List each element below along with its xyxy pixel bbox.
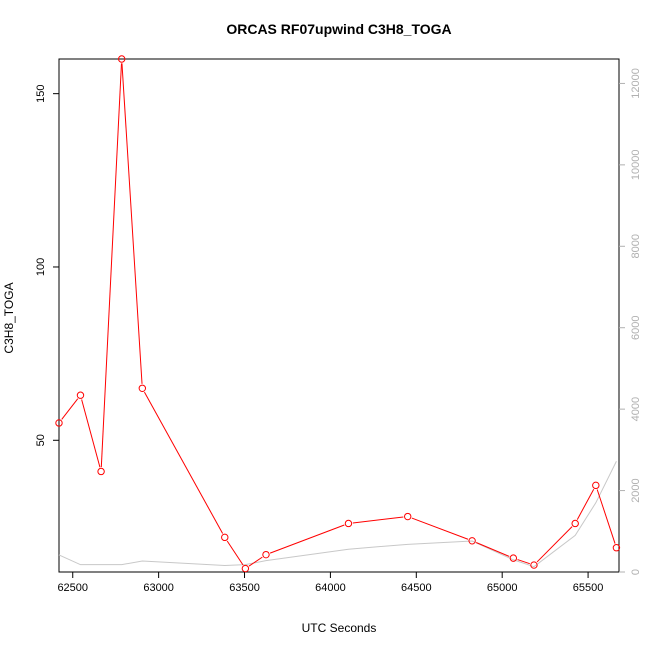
series-0-point [262,550,270,559]
series-0-point [571,519,579,528]
y-tick-label: 100 [35,258,47,276]
x-tick-label: 63000 [143,582,174,594]
y-axis-label: C3H8_TOGA [2,282,16,353]
series-0-segment [100,63,122,468]
series-0-segment [517,559,530,565]
series-0-segment [269,524,345,554]
y2-tick-label: 12000 [630,68,642,99]
y2-tick-label: 10000 [630,150,642,181]
series-0-point [138,384,147,392]
series-0-segment [536,526,573,563]
series-0-segment [226,540,244,566]
series-0-segment [121,63,143,384]
x-tick-label: 64000 [315,582,346,594]
x-tick-label: 65500 [573,582,604,594]
x-tick-label: 65000 [487,582,518,594]
series-0-point [468,537,476,545]
series-0-point [344,519,353,528]
x-tick-label: 64500 [401,582,432,594]
y2-tick-label: 6000 [630,315,642,339]
y2-tick-label: 0 [630,569,642,575]
series-0-point [117,55,126,63]
series-0-segment [352,516,404,524]
series-0-point [221,533,229,542]
series-0-point [97,467,105,476]
series-0-segment [61,398,79,420]
x-tick-label: 63500 [229,582,260,594]
series-0-segment [411,517,469,540]
series-0-point [509,554,518,562]
chart-title: ORCAS RF07upwind C3H8_TOGA [226,21,451,37]
y2-tick-label: 8000 [630,234,642,258]
series-1-line [58,461,617,568]
series-0-point [612,544,621,552]
y-tick-label: 50 [35,434,47,446]
x-tick-label: 62500 [57,582,88,594]
series-0-segment [576,488,595,520]
series-0-segment [144,391,224,534]
series-0-segment [81,399,101,468]
y2-tick-label: 4000 [630,397,642,421]
series-0-point [530,561,538,569]
series-0-point [55,419,63,427]
series-0-point [241,564,250,573]
series-layer [55,55,621,573]
series-0-point [592,481,600,490]
series-0-segment [248,556,263,567]
plot-frame [58,58,620,573]
series-0-point [76,391,85,399]
series-0-segment [475,542,510,557]
series-0-point [404,512,412,521]
axes: 62500 63000 63500 64000 64500 65000 65500 50 100… [35,68,642,594]
y2-tick-label: 2000 [630,478,642,502]
x-axis-label: UTC Seconds [302,621,377,635]
y-tick-label: 150 [35,84,47,102]
series-0-segment [596,489,616,544]
